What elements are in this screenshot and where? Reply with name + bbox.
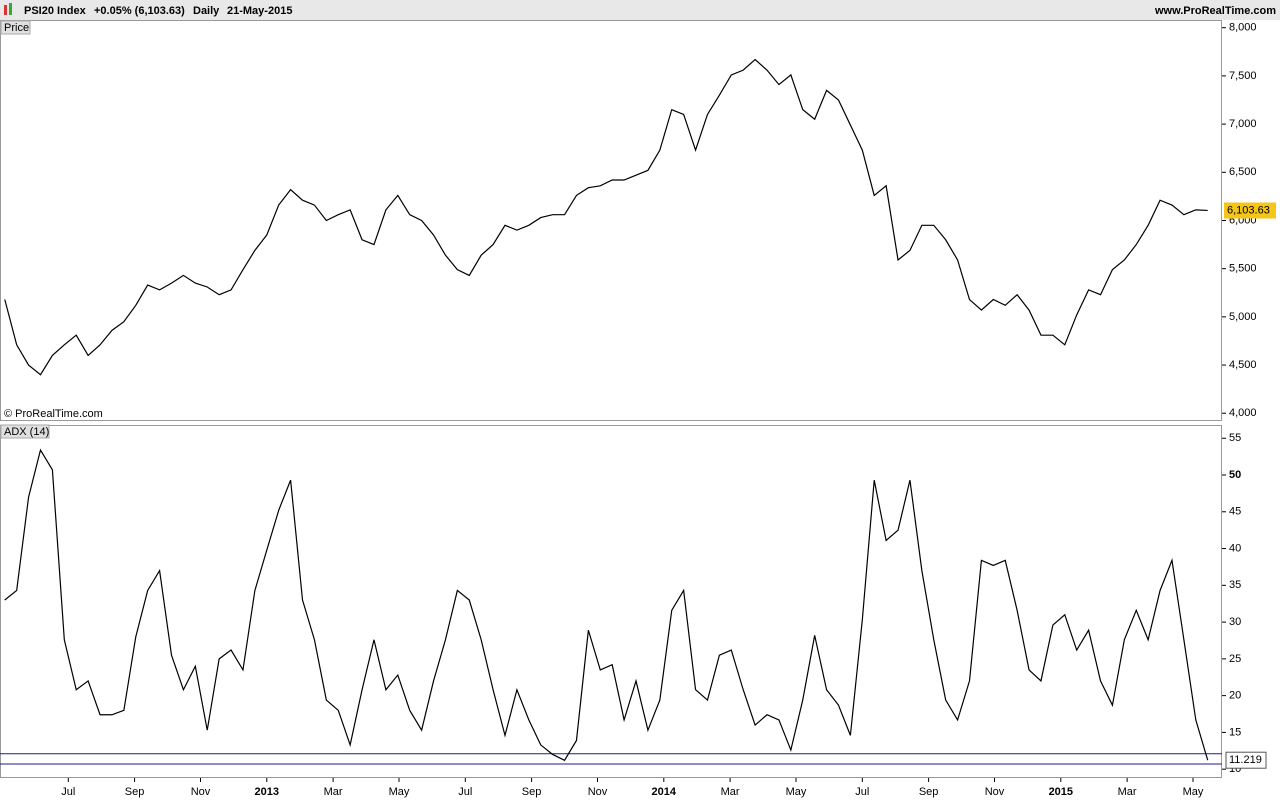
x-tick-label: Mar bbox=[1118, 786, 1137, 798]
x-tick-label: Nov bbox=[985, 786, 1005, 798]
y-tick-label: 7,000 bbox=[1229, 118, 1257, 130]
y-tick-label: 5,500 bbox=[1229, 263, 1257, 275]
x-tick-label: 2013 bbox=[255, 786, 279, 798]
y-tick-label: 7,500 bbox=[1229, 70, 1257, 82]
change: +0.05% (6,103.63) bbox=[94, 5, 185, 17]
x-tick-label: May bbox=[786, 786, 807, 798]
y-tick-label: 30 bbox=[1229, 616, 1241, 628]
y-tick-label: 50 bbox=[1229, 469, 1241, 481]
panel-tag bbox=[0, 20, 31, 35]
y-tick-label: 4,000 bbox=[1229, 407, 1257, 419]
panel-tag bbox=[0, 424, 50, 439]
x-tick-label: Mar bbox=[721, 786, 740, 798]
y-tick-label: 20 bbox=[1229, 690, 1241, 702]
x-tick-label: Sep bbox=[522, 786, 542, 798]
x-tick-label: 2014 bbox=[652, 786, 677, 798]
x-tick-label: Jul bbox=[61, 786, 75, 798]
icon bbox=[9, 3, 12, 15]
copyright: © ProRealTime.com bbox=[4, 408, 103, 420]
y-tick-label: 55 bbox=[1229, 432, 1241, 444]
x-tick-label: Jul bbox=[855, 786, 869, 798]
y-tick-label: 5,000 bbox=[1229, 311, 1257, 323]
y-tick-label: 15 bbox=[1229, 726, 1241, 738]
y-tick-label: 40 bbox=[1229, 542, 1241, 554]
icon bbox=[4, 5, 7, 15]
site: www.ProRealTime.com bbox=[1154, 5, 1276, 17]
y-tick-label: 45 bbox=[1229, 506, 1241, 518]
period: Daily bbox=[193, 5, 220, 17]
x-tick-label: Jul bbox=[458, 786, 472, 798]
x-tick-label: Nov bbox=[191, 786, 211, 798]
data-line bbox=[4, 448, 1209, 762]
x-tick-label: Nov bbox=[588, 786, 608, 798]
y-tick-label: 8,000 bbox=[1229, 22, 1257, 34]
price-frame bbox=[0, 20, 1222, 421]
x-tick-label: Sep bbox=[125, 786, 145, 798]
last-value-box bbox=[1225, 751, 1267, 769]
instrument: PSI20 Index bbox=[24, 5, 87, 17]
x-tick-label: 2015 bbox=[1049, 786, 1073, 798]
panel-label: Price bbox=[4, 22, 29, 34]
x-tick-label: Mar bbox=[324, 786, 343, 798]
header-bar bbox=[0, 0, 1280, 20]
y-tick-label: 25 bbox=[1229, 653, 1241, 665]
date: 21-May-2015 bbox=[227, 5, 292, 17]
data-line bbox=[4, 58, 1208, 376]
adx-frame bbox=[0, 425, 1222, 778]
y-tick-label: 4,500 bbox=[1229, 359, 1257, 371]
x-tick-label: May bbox=[1183, 786, 1204, 798]
y-tick-label: 6,500 bbox=[1229, 166, 1257, 178]
x-tick-label: May bbox=[389, 786, 410, 798]
last-value-box bbox=[1224, 202, 1276, 219]
last-value: 6,103.63 bbox=[1227, 204, 1270, 216]
last-value: 11.219 bbox=[1229, 754, 1262, 766]
panel-label: ADX (14) bbox=[4, 426, 49, 438]
x-tick-label: Sep bbox=[919, 786, 939, 798]
y-tick-label: 35 bbox=[1229, 579, 1241, 591]
